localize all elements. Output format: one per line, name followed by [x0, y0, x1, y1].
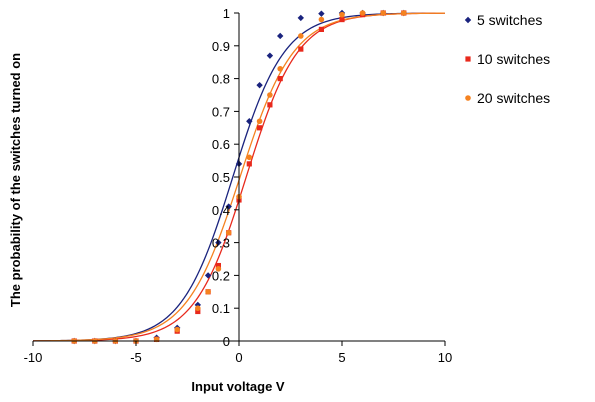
- y-tick-label: 1: [223, 6, 230, 21]
- data-point: [267, 102, 273, 108]
- data-point: [195, 308, 201, 315]
- data-point: [267, 92, 273, 98]
- data-point: [246, 154, 253, 161]
- data-point: [256, 118, 263, 125]
- data-point: [401, 10, 407, 16]
- data-point: [257, 125, 263, 131]
- data-point: [256, 81, 263, 89]
- axes: [32, 12, 446, 346]
- data-point: [215, 239, 222, 246]
- y-tick-label: 0: [223, 334, 230, 349]
- legend-item: 5 switches: [464, 12, 542, 28]
- data-point: [205, 289, 211, 295]
- y-tick-label: 0.5: [212, 170, 230, 185]
- y-tick-label: 0.9: [212, 39, 230, 54]
- series-20-switches: [71, 10, 407, 344]
- data-point: [225, 229, 232, 236]
- y-axis-title: The probability of the switches turned o…: [8, 53, 23, 307]
- data-point: [339, 11, 345, 18]
- y-tick-label: 0.3: [212, 236, 230, 251]
- data-point: [195, 305, 201, 312]
- y-tick-label: 0.2: [212, 268, 230, 283]
- data-point: [298, 46, 304, 52]
- x-tick-label: 5: [338, 350, 345, 365]
- data-point: [318, 10, 325, 17]
- data-point: [225, 203, 232, 210]
- data-point: [318, 16, 325, 23]
- x-tick-label: 0: [235, 350, 242, 365]
- data-point: [204, 272, 212, 279]
- data-point: [246, 118, 253, 125]
- legend-marker: [465, 95, 471, 101]
- data-point: [277, 65, 284, 72]
- data-point: [174, 326, 180, 333]
- data-point: [297, 14, 304, 22]
- x-tick-label: 10: [438, 350, 452, 365]
- y-tick-label: 0.7: [212, 104, 230, 119]
- legend-item: 10 switches: [465, 51, 550, 67]
- x-axis-title: Input voltage V: [191, 379, 285, 394]
- legend-item: 20 switches: [465, 90, 550, 106]
- tick-labels: -10 -5 0 5 10 0 0.1 0.2 0.3 0.4 0.5 0.6 0.7 0.8 0.9 1: [24, 6, 453, 365]
- legend-label: 5 switches: [477, 12, 542, 28]
- y-tick-label: 0.6: [212, 137, 230, 152]
- y-tick-label: 0.8: [212, 72, 230, 87]
- data-point: [380, 10, 387, 16]
- y-tick-label: 0.4: [212, 203, 230, 218]
- y-tick-label: 0.1: [212, 301, 230, 316]
- legend-label: 10 switches: [477, 51, 550, 67]
- legend: 5 switches 10 switches 20 switches: [464, 12, 550, 106]
- x-tick-label: -5: [130, 350, 142, 365]
- legend-marker: [465, 56, 471, 62]
- data-point: [277, 76, 283, 82]
- data-point: [215, 266, 222, 272]
- legend-label: 20 switches: [477, 90, 550, 106]
- x-tick-label: -10: [24, 350, 43, 365]
- legend-marker: [464, 16, 472, 24]
- data-point: [266, 52, 274, 59]
- data-point: [298, 33, 304, 39]
- data-point: [215, 262, 221, 269]
- data-point: [246, 161, 252, 167]
- data-point: [339, 16, 345, 23]
- data-point: [359, 10, 366, 16]
- data-point: [318, 26, 324, 32]
- data-point: [277, 32, 284, 40]
